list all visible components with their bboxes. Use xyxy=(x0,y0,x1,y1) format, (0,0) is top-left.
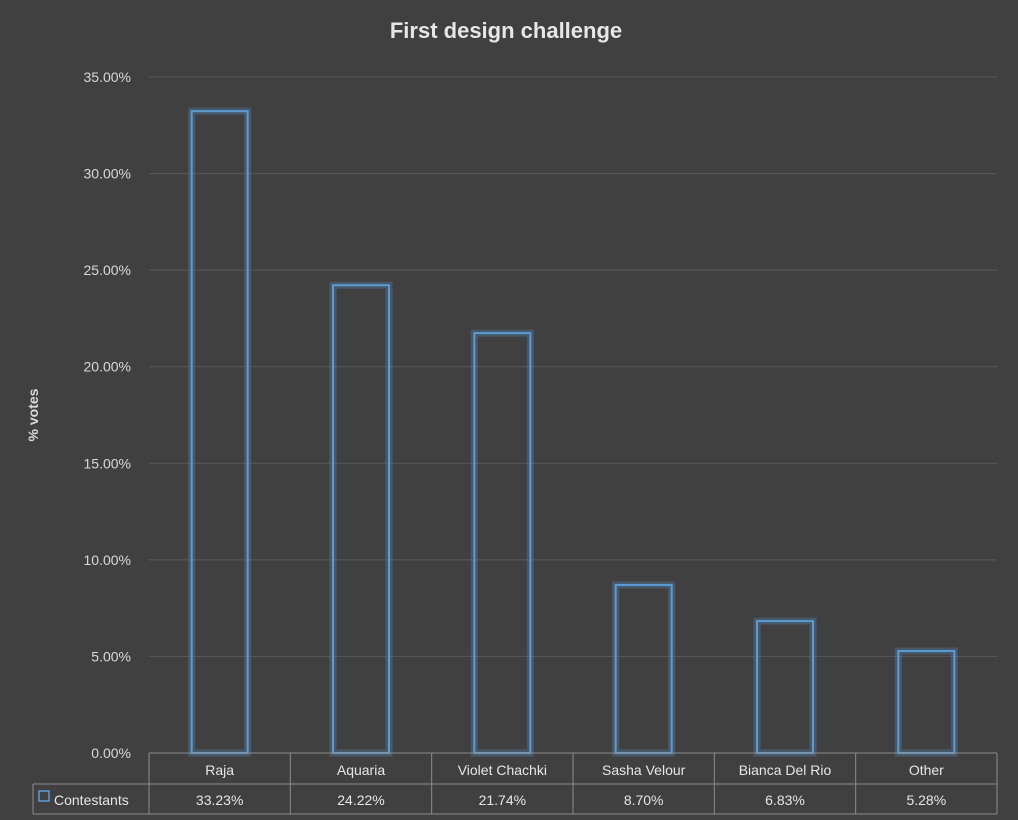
y-tick-label: 30.00% xyxy=(84,166,131,182)
x-tick-label: Bianca Del Rio xyxy=(739,762,832,778)
x-tick-label: Raja xyxy=(205,762,234,778)
chart-title: First design challenge xyxy=(390,18,622,43)
y-tick-label: 10.00% xyxy=(84,552,131,568)
x-tick-label: Violet Chachki xyxy=(458,762,547,778)
y-axis-label: % votes xyxy=(25,388,41,441)
data-label: 33.23% xyxy=(196,792,243,808)
bar xyxy=(473,332,532,754)
data-label: 6.83% xyxy=(765,792,805,808)
bar xyxy=(756,620,814,754)
data-label: 21.74% xyxy=(479,792,526,808)
bar-glow xyxy=(894,647,958,757)
y-tick-label: 20.00% xyxy=(84,359,131,375)
bar-glow xyxy=(329,281,393,757)
y-tick-label: 35.00% xyxy=(84,69,131,85)
legend-key xyxy=(38,790,50,802)
bar-glow xyxy=(612,581,676,757)
x-tick-label: Sasha Velour xyxy=(602,762,686,778)
x-tick-label: Other xyxy=(909,762,944,778)
y-tick-label: 0.00% xyxy=(91,745,131,761)
y-tick-label: 25.00% xyxy=(84,262,131,278)
x-tick-label: Aquaria xyxy=(337,762,385,778)
bar-glow xyxy=(470,329,534,757)
bar xyxy=(332,284,390,754)
legend-series-name: Contestants xyxy=(54,792,129,808)
bar xyxy=(614,583,673,754)
bar xyxy=(897,650,956,754)
y-tick-label: 15.00% xyxy=(84,455,131,471)
gridlines xyxy=(149,76,997,657)
bar-glow xyxy=(753,617,817,757)
data-label: 24.22% xyxy=(337,792,384,808)
data-label: 8.70% xyxy=(624,792,664,808)
data-label: 5.28% xyxy=(906,792,946,808)
y-tick-label: 5.00% xyxy=(91,648,131,664)
data-table: Raja Aquaria Violet Chachki Sasha Velour Bia… xyxy=(32,752,998,815)
y-axis-ticks: 0.00% 5.00% 10.00% 15.00% 20.00% 25.00% 30.00%… xyxy=(84,69,131,761)
